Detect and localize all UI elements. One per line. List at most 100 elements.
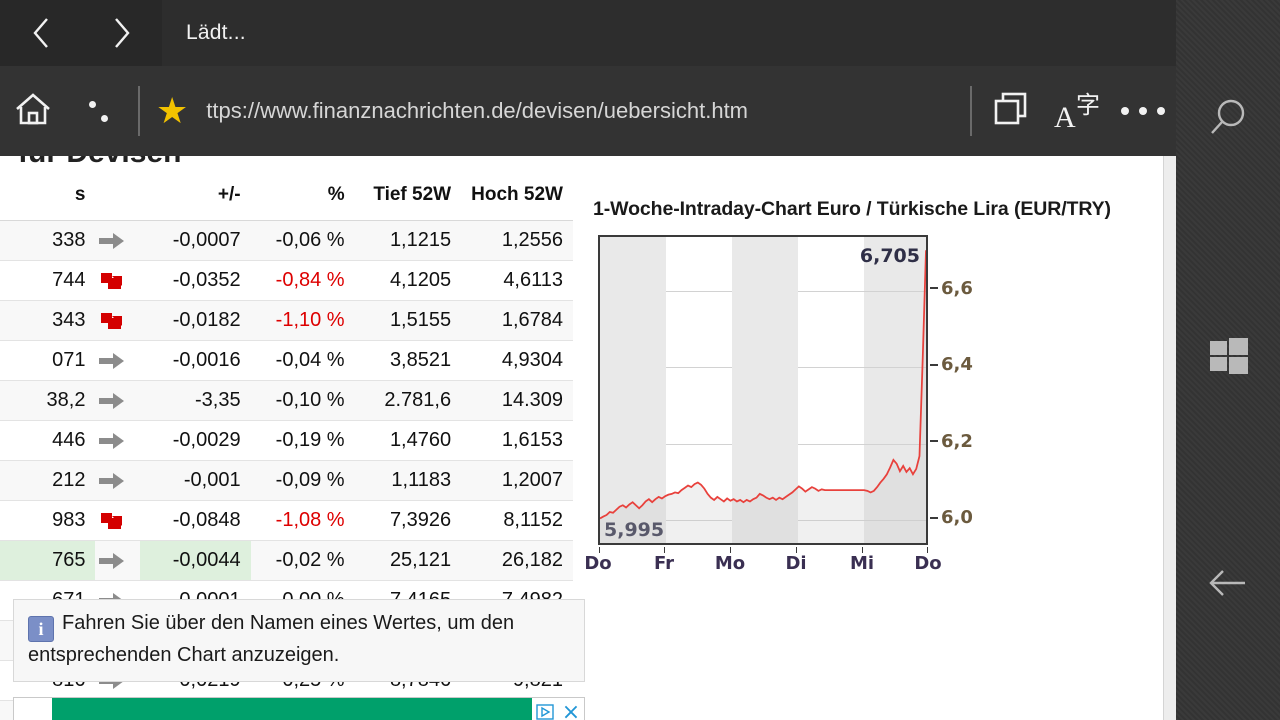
windows-logo-icon xyxy=(1205,333,1251,384)
chart-x-tickmark xyxy=(927,547,928,553)
chart-high-label: 6,705 xyxy=(859,245,920,267)
cell-high52w: 1,2556 xyxy=(461,220,573,261)
cell-change: -0,0848 xyxy=(139,500,251,541)
chart-y-tick: 6,4 xyxy=(930,354,973,375)
chart-x-tick: Do xyxy=(914,553,942,574)
chart-x-tickmark xyxy=(599,547,600,553)
chart-x-tick: Do xyxy=(584,553,612,574)
chart-y-tick: 6,2 xyxy=(930,431,973,452)
trend-down-icon xyxy=(99,271,125,291)
tab-title: Lädt... xyxy=(186,21,246,44)
chart-day-band xyxy=(732,237,798,543)
system-back-button[interactable] xyxy=(1176,533,1280,637)
adchoices-icon[interactable] xyxy=(532,698,558,720)
chart-panel: 1-Woche-Intraday-Chart Euro / Türkische … xyxy=(584,156,1165,580)
info-notice-text: Fahren Sie über den Namen eines Wertes, … xyxy=(28,612,515,666)
chart-y-tick: 6,6 xyxy=(930,278,973,299)
info-notice-box: i Fahren Sie über den Namen eines Wertes,… xyxy=(13,599,585,682)
arrow-left-icon xyxy=(1205,560,1251,611)
cell-change: -0,0029 xyxy=(139,420,251,461)
cell-high52w: 14.309 xyxy=(461,380,573,421)
cell-trend xyxy=(95,220,140,261)
cell-low52w: 2.781,6 xyxy=(354,380,462,421)
chart-area[interactable]: 6,705 5,995 6,0 6,2 6,4 6,6 Do Fr Mo Di Mi Do xyxy=(584,235,978,580)
chart-x-tick: Di xyxy=(785,553,807,574)
chart-x-tickmark xyxy=(730,547,731,553)
ad-content[interactable] xyxy=(52,698,532,720)
system-search-button[interactable] xyxy=(1176,68,1280,172)
back-button[interactable] xyxy=(15,7,67,59)
cell-change: -0,0182 xyxy=(139,300,251,341)
cell-percent: -0,19 % xyxy=(250,420,355,461)
browser-tab[interactable]: Lädt... xyxy=(162,0,1176,66)
trend-down-icon xyxy=(99,511,125,531)
col-header-high52w[interactable]: Hoch 52W xyxy=(461,156,573,221)
chart-x-axis: Do Fr Mo Di Mi Do xyxy=(584,547,942,577)
cell-high52w: 1,2007 xyxy=(461,460,573,501)
forward-button[interactable] xyxy=(96,7,148,59)
table-row[interactable]: 744 -0,0352 -0,84 % 4,1205 4,6113 xyxy=(0,260,573,301)
cell-last: 343 xyxy=(0,300,96,341)
table-row[interactable]: 343 -0,0182 -1,10 % 1,5155 1,6784 xyxy=(0,300,573,341)
tabs-icon xyxy=(992,90,1030,133)
cell-percent: -1,10 % xyxy=(250,300,355,341)
info-icon: i xyxy=(28,616,54,642)
col-header-change[interactable]: +/- xyxy=(139,156,251,221)
trend-down-icon xyxy=(99,311,125,331)
ellipsis-icon xyxy=(1121,105,1165,117)
cell-low52w: 1,4760 xyxy=(354,420,462,461)
cell-percent: -0,84 % xyxy=(250,260,355,301)
table-row[interactable]: 212 -0,001 -0,09 % 1,1183 1,2007 xyxy=(0,460,573,501)
cell-high52w: 4,6113 xyxy=(461,260,573,301)
cell-percent: -1,08 % xyxy=(250,500,355,541)
url-bar[interactable]: ★ ttps://www.finanznachrichten.de/devise… xyxy=(146,80,964,142)
ad-banner[interactable]: × xyxy=(13,697,585,720)
cell-change: -0,001 xyxy=(139,460,251,501)
table-row[interactable]: 38,2 -3,35 -0,10 % 2.781,6 14.309 xyxy=(0,380,573,421)
chart-series-eurtry xyxy=(600,250,926,543)
chart-x-tick: Mi xyxy=(849,553,875,574)
more-options-button[interactable] xyxy=(1112,80,1174,142)
cell-last: 744 xyxy=(0,260,96,301)
cell-last: 446 xyxy=(0,420,96,461)
system-navigation-bar xyxy=(1176,0,1280,720)
table-row[interactable]: 071 -0,0016 -0,04 % 3,8521 4,9304 xyxy=(0,340,573,381)
favorite-star-icon[interactable]: ★ xyxy=(156,90,189,131)
loading-dots-icon xyxy=(82,91,116,131)
page-right-margin xyxy=(1163,156,1176,720)
browser-address-bar: ★ ttps://www.finanznachrichten.de/devise… xyxy=(0,66,1176,156)
ad-close-button[interactable]: × xyxy=(558,698,584,720)
trend-flat-icon xyxy=(99,231,125,251)
cell-last: 338 xyxy=(0,220,96,261)
reading-view-button[interactable] xyxy=(68,80,130,142)
chart-x-tickmark xyxy=(664,547,665,553)
ad-left-panel xyxy=(14,698,52,720)
trend-flat-icon xyxy=(99,431,125,451)
cell-trend xyxy=(95,380,140,421)
cell-trend xyxy=(95,540,140,581)
chevron-right-icon xyxy=(111,16,133,50)
toolbar-divider-right xyxy=(970,86,972,136)
chart-x-tickmark xyxy=(796,547,797,553)
browser-tab-strip: Lädt... xyxy=(0,0,1176,66)
col-header-percent[interactable]: % xyxy=(250,156,355,221)
cell-low52w: 25,121 xyxy=(354,540,462,581)
page-viewport: für Devisen s +/- % Tief 52W Hoch 52W 33… xyxy=(0,156,1176,720)
table-row[interactable]: 446 -0,0029 -0,19 % 1,4760 1,6153 xyxy=(0,420,573,461)
home-button[interactable] xyxy=(2,80,64,142)
cell-low52w: 7,3926 xyxy=(354,500,462,541)
table-header: s +/- % Tief 52W Hoch 52W xyxy=(0,156,573,221)
col-header-low52w[interactable]: Tief 52W xyxy=(354,156,462,221)
chart-day-band xyxy=(864,237,926,543)
table-row[interactable]: 765 -0,0044 -0,02 % 25,121 26,182 xyxy=(0,540,573,581)
tabs-button[interactable] xyxy=(980,80,1042,142)
cell-low52w: 1,1215 xyxy=(354,220,462,261)
col-header-last[interactable]: s xyxy=(0,156,96,221)
table-row[interactable]: 338 -0,0007 -0,06 % 1,1215 1,2556 xyxy=(0,220,573,261)
system-start-button[interactable] xyxy=(1176,306,1280,410)
table-row[interactable]: 983 -0,0848 -1,08 % 7,3926 8,1152 xyxy=(0,500,573,541)
cell-trend xyxy=(95,500,140,541)
